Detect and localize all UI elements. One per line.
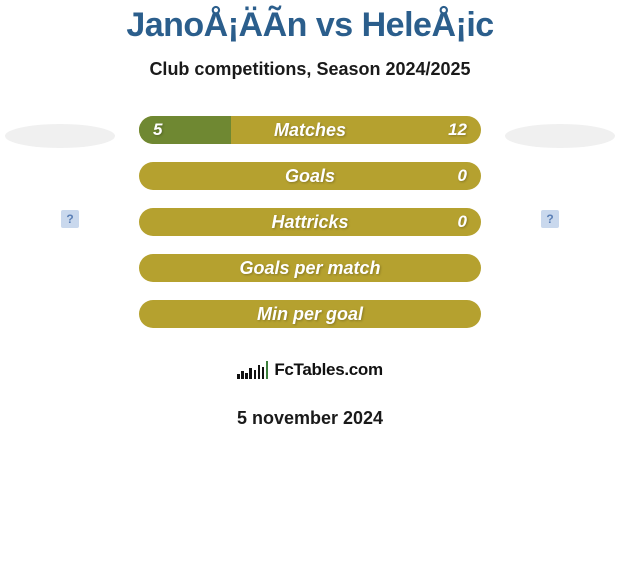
stat-label: Goals — [285, 166, 335, 187]
generated-date: 5 november 2024 — [0, 408, 620, 429]
stat-label: Matches — [274, 120, 346, 141]
stat-bar-min-per-goal: Min per goal — [139, 300, 481, 328]
stat-right-value: 0 — [458, 166, 467, 186]
stat-bar-matches: 5 Matches 12 — [139, 116, 481, 144]
subtitle: Club competitions, Season 2024/2025 — [0, 59, 620, 80]
stat-label: Goals per match — [239, 258, 380, 279]
stat-bar-hattricks: Hattricks 0 — [139, 208, 481, 236]
logo-box: FcTables.com — [201, 348, 419, 392]
stat-label: Min per goal — [257, 304, 363, 325]
stat-bar-goals: Goals 0 — [139, 162, 481, 190]
page-title: JanoÅ¡ÄÃ­n vs HeleÅ¡ic — [0, 0, 620, 45]
stat-label: Hattricks — [271, 212, 348, 233]
placeholder-icon: ? — [538, 207, 562, 234]
stat-bar-goals-per-match: Goals per match — [139, 254, 481, 282]
placeholder-icon: ? — [58, 207, 82, 234]
logo-text: FcTables.com — [274, 360, 383, 380]
logo-bars-icon — [237, 361, 268, 379]
svg-text:?: ? — [66, 212, 73, 226]
svg-text:?: ? — [546, 212, 553, 226]
stat-right-value: 12 — [448, 120, 467, 140]
stat-left-value: 5 — [153, 120, 162, 140]
comparison-card: JanoÅ¡ÄÃ­n vs HeleÅ¡ic Club competitions… — [0, 0, 620, 429]
player-photo-right: ? — [500, 170, 600, 270]
player-photo-left: ? — [20, 170, 120, 270]
player-shadow-right — [505, 124, 615, 148]
stat-right-value: 0 — [458, 212, 467, 232]
stat-bars: 5 Matches 12 Goals 0 Hattricks 0 Goals p… — [139, 116, 481, 328]
player-shadow-left — [5, 124, 115, 148]
